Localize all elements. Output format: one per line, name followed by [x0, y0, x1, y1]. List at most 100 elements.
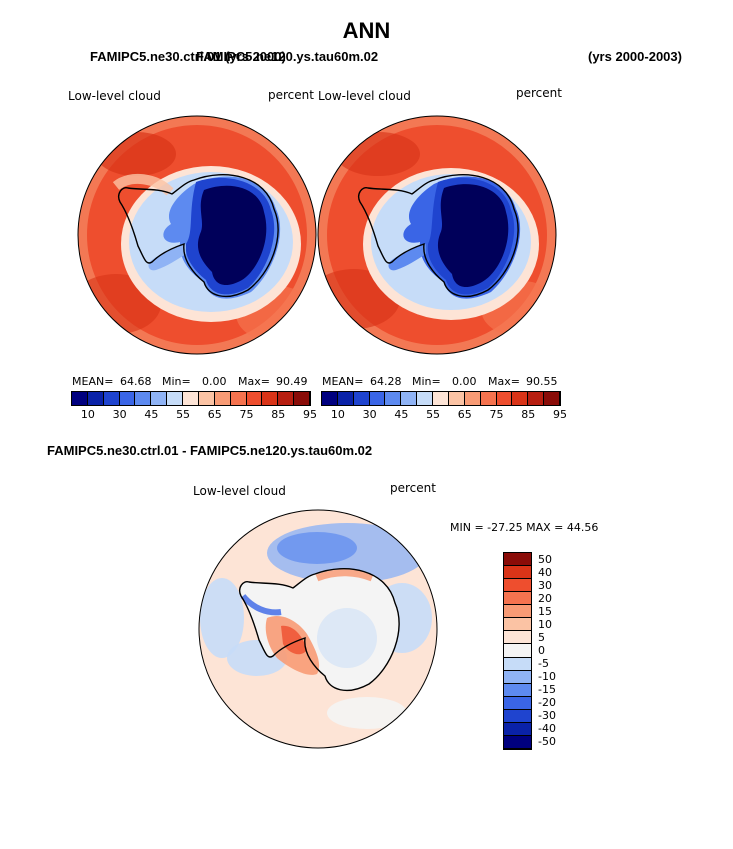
map3-polar-plot [198, 509, 438, 749]
map3-colorbar-ticks: 50 40 30 20 15 10 5 0 -5 -10 -15 -20 -30… [538, 553, 578, 749]
colorbar-tick: 95 [553, 408, 567, 421]
map2-units: percent [516, 86, 562, 100]
colorbar-tick: 55 [426, 408, 441, 421]
map1-mean-value: 64.68 [120, 375, 152, 388]
colorbar-swatch [167, 392, 184, 405]
map2-mean-value: 64.28 [370, 375, 402, 388]
colorbar-swatch [119, 392, 136, 405]
colorbar-swatch [230, 392, 247, 405]
colorbar-swatch [504, 553, 531, 567]
colorbar-tick: 65 [207, 408, 222, 421]
colorbar-tick: 10 [538, 617, 552, 631]
colorbar-swatch [504, 683, 531, 697]
colorbar-tick: -15 [538, 683, 556, 697]
colorbar-tick: -50 [538, 735, 556, 749]
colorbar-swatch [322, 392, 338, 405]
colorbar-tick: 55 [176, 408, 191, 421]
map1-units: percent [268, 88, 314, 102]
colorbar-swatch [135, 392, 152, 405]
map2-max-label: Max= [488, 375, 520, 388]
map3-colorbar [503, 552, 532, 750]
colorbar-tick: 65 [457, 408, 472, 421]
colorbar-swatch [294, 392, 310, 405]
map2-polar-plot [317, 115, 557, 355]
map2-min-label: Min= [412, 375, 441, 388]
colorbar-swatch [448, 392, 465, 405]
diff-title: FAMIPC5.ne30.ctrl.01 - FAMIPC5.ne120.ys.… [47, 443, 373, 458]
colorbar-tick: 45 [144, 408, 159, 421]
page-title: ANN [342, 18, 391, 43]
antarctica-continent [437, 184, 509, 288]
colorbar-tick: 85 [521, 408, 536, 421]
colorbar-tick: -30 [538, 709, 556, 723]
colorbar-swatch [504, 631, 531, 645]
map1-max-value: 90.49 [276, 375, 308, 388]
colorbar-swatch [464, 392, 481, 405]
map3-units: percent [390, 481, 436, 495]
colorbar-tick: 30 [538, 578, 552, 592]
colorbar-swatch [151, 392, 168, 405]
header-ctrl-case: FAMIPC5.ne30.ctrl.01 (yrs 2000) [90, 49, 286, 64]
colorbar-swatch [504, 592, 531, 606]
colorbar-tick: 95 [303, 408, 317, 421]
map3-min-max: MIN = -27.25 MAX = 44.56 [450, 521, 599, 534]
colorbar-swatch [504, 657, 531, 671]
map1-min-label: Min= [162, 375, 191, 388]
colorbar-swatch [504, 605, 531, 619]
colorbar-swatch [528, 392, 545, 405]
colorbar-tick: 5 [538, 630, 545, 644]
colorbar-swatch [401, 392, 418, 405]
colorbar-tick: 30 [112, 408, 127, 421]
colorbar-swatch [198, 392, 215, 405]
colorbar-swatch [246, 392, 263, 405]
colorbar-swatch [103, 392, 120, 405]
map2-colorbar-ticks: 10 30 45 55 65 75 85 95 [322, 408, 567, 422]
colorbar-swatch [353, 392, 370, 405]
colorbar-swatch [504, 566, 531, 580]
colorbar-swatch [433, 392, 449, 405]
map1-title: Low-level cloud [68, 89, 161, 103]
colorbar-swatch [214, 392, 231, 405]
colorbar-swatch [278, 392, 295, 405]
colorbar-swatch [417, 392, 434, 405]
colorbar-tick: 40 [538, 565, 552, 579]
coastline [358, 174, 519, 298]
colorbar-tick: 45 [394, 408, 409, 421]
colorbar-swatch [504, 670, 531, 684]
map2-max-value: 90.55 [526, 375, 558, 388]
colorbar-swatch [262, 392, 279, 405]
map1-colorbar [71, 391, 311, 406]
colorbar-swatch [504, 579, 531, 593]
colorbar-swatch [504, 618, 531, 632]
coastline [118, 174, 279, 298]
colorbar-tick: 85 [271, 408, 286, 421]
colorbar-tick: 15 [538, 604, 552, 618]
map1-max-label: Max= [238, 375, 270, 388]
colorbar-tick: 10 [330, 408, 345, 421]
colorbar-tick: -20 [538, 696, 556, 710]
colorbar-tick: 10 [80, 408, 95, 421]
colorbar-tick: 0 [538, 644, 545, 657]
colorbar-swatch [480, 392, 497, 405]
colorbar-tick: 75 [239, 408, 254, 421]
colorbar-swatch [337, 392, 354, 405]
colorbar-swatch [544, 392, 560, 405]
colorbar-swatch [72, 392, 88, 405]
colorbar-tick: 20 [538, 591, 552, 605]
colorbar-swatch [512, 392, 529, 405]
colorbar-tick: -40 [538, 722, 556, 736]
coastline [239, 568, 400, 692]
header-test-case: FAMIPC5.ne120.ys.tau60m.02 [196, 49, 379, 64]
colorbar-tick: -5 [538, 657, 549, 671]
map1-min-value: 0.00 [202, 375, 227, 388]
colorbar-tick: 30 [362, 408, 377, 421]
colorbar-swatch [504, 722, 531, 736]
map1-colorbar-ticks: 10 30 45 55 65 75 85 95 [72, 408, 317, 422]
header-years: (yrs 2000-2003) [588, 49, 682, 64]
colorbar-tick: 50 [538, 552, 552, 566]
map1-polar-plot [77, 115, 317, 355]
map2-title: Low-level cloud [318, 89, 411, 103]
map1-mean-label: MEAN= [72, 375, 114, 388]
colorbar-swatch [385, 392, 402, 405]
map3-title: Low-level cloud [193, 484, 286, 498]
